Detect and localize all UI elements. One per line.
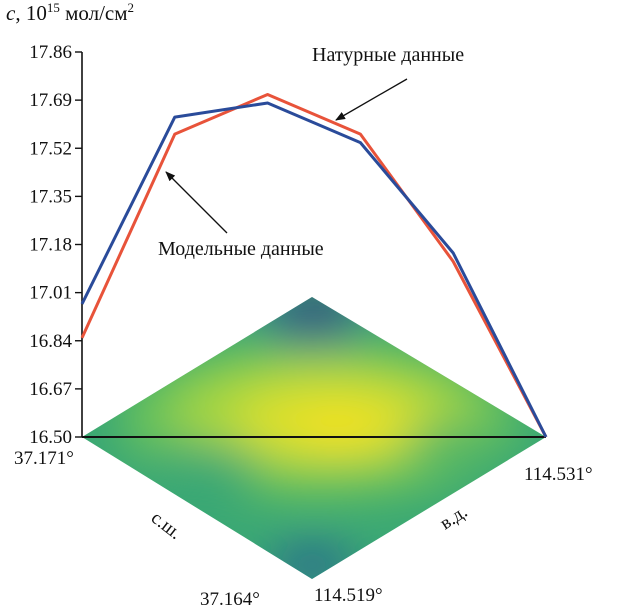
corner-bottom-lat-label: 37.164° [200,589,260,610]
y-axis-label: c, 1015 мол/см2 [6,0,135,25]
arrow-observed [335,78,408,121]
y-tick-label: 17.01 [29,283,72,304]
y-ticks: 17.86 17.69 17.52 17.35 17.18 17.01 16.84 16.67… [29,42,82,448]
annotation-model: Модельные данные [158,238,324,260]
y-tick-label: 17.18 [29,235,72,256]
y-tick-label: 17.35 [29,186,72,207]
y-tick-label: 17.69 [29,90,72,111]
y-tick-label: 17.52 [29,138,72,159]
y-tick-label: 16.50 [29,427,72,448]
corner-right-label: 114.531° [524,464,593,485]
corner-left-label: 37.171° [14,448,74,469]
arrow-model [165,171,228,234]
axis-lat-label: с.ш. [147,507,186,544]
axis-lon-label: в.д. [436,501,471,534]
series-line-model [80,101,548,438]
y-tick-label: 17.86 [29,42,72,63]
annotation-observed: Натурные данные [312,44,464,66]
corner-bottom-lon-label: 114.519° [314,585,383,606]
series-lines [80,93,548,438]
heatmap-map [82,297,546,579]
series-line-observed [80,93,548,438]
y-tick-label: 16.67 [29,379,72,400]
y-tick-label: 16.84 [29,331,72,352]
